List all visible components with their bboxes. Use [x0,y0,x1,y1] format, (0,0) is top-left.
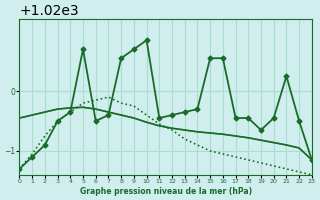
X-axis label: Graphe pression niveau de la mer (hPa): Graphe pression niveau de la mer (hPa) [80,187,252,196]
